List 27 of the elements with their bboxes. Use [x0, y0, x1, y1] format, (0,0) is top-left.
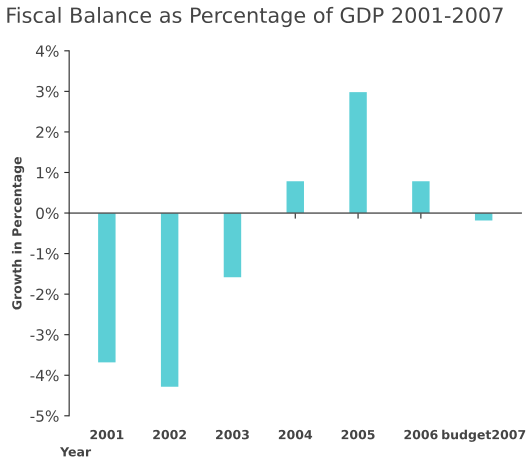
- y-tick-label: -4%: [30, 370, 59, 382]
- y-tick-label: 1%: [36, 166, 59, 178]
- y-axis-title: Growth in Percentage: [12, 157, 24, 310]
- y-tick-label: -1%: [30, 248, 59, 260]
- x-tick-label: 2006: [404, 430, 438, 440]
- bar: [348, 90, 368, 214]
- chart-title: Fiscal Balance as Percentage of GDP 2001-2007: [7, 6, 503, 28]
- y-tick-label: 3%: [36, 86, 59, 98]
- bar: [474, 212, 494, 222]
- x-tick-label: 2005: [342, 430, 375, 440]
- x-tick-label: 2004: [278, 430, 312, 440]
- x-tick-label: 2002: [153, 430, 186, 440]
- bar: [160, 212, 180, 388]
- x-tick-label: budget2007: [442, 430, 526, 442]
- y-tick-label: -3%: [30, 329, 59, 341]
- x-axis-title: Year: [60, 447, 92, 456]
- bar: [222, 212, 243, 279]
- bar: [285, 180, 306, 214]
- x-tick-label: 2001: [90, 430, 124, 440]
- x-tick-label: 2003: [216, 430, 249, 440]
- bar: [96, 212, 117, 364]
- bar: [410, 180, 431, 214]
- y-tick-label: -5%: [30, 410, 59, 422]
- y-tick-label: 2%: [36, 126, 59, 138]
- y-tick-label: 4%: [36, 45, 59, 57]
- y-tick-label: 0%: [36, 208, 59, 220]
- y-tick-label: -2%: [30, 288, 59, 300]
